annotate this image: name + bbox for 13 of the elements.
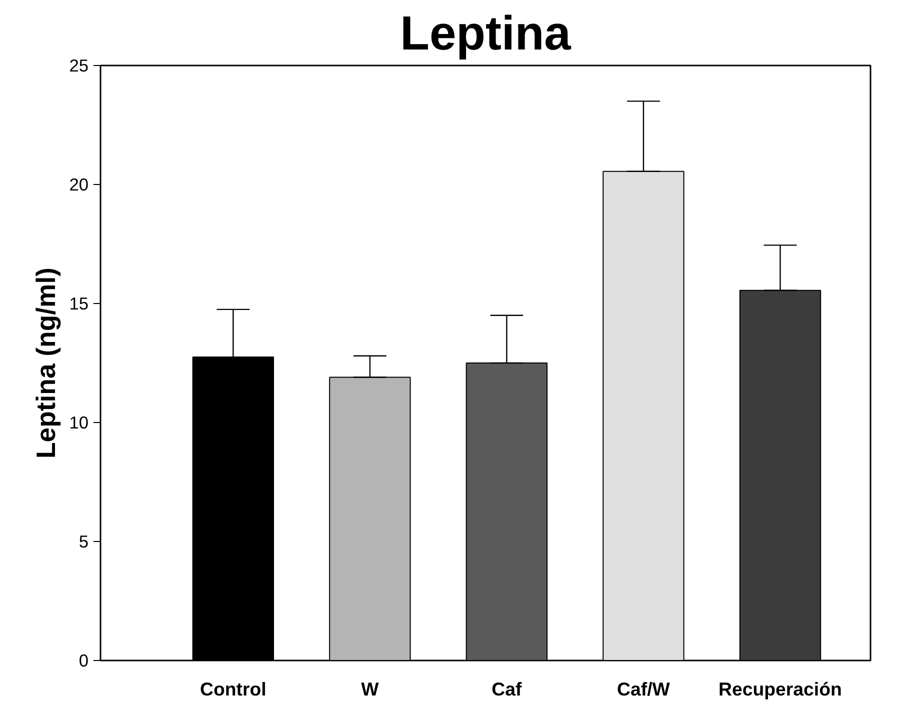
y-tick-label: 5 — [78, 532, 89, 552]
x-tick-label: Caf — [492, 678, 523, 700]
y-tick-label: 20 — [69, 174, 89, 194]
y-tick-label: 15 — [69, 294, 89, 314]
x-tick-label: Caf/W — [617, 678, 670, 700]
y-axis-title: Leptina (ng/ml) — [31, 267, 62, 459]
y-tick-label: 10 — [69, 412, 89, 432]
x-tick-label: Recuperación — [718, 678, 842, 700]
x-tick-label: W — [361, 678, 380, 700]
y-tick-label: 25 — [69, 56, 89, 76]
chart-title: Leptina — [400, 8, 572, 60]
x-tick-label: Control — [200, 678, 266, 700]
y-tick-label: 0 — [78, 650, 89, 670]
